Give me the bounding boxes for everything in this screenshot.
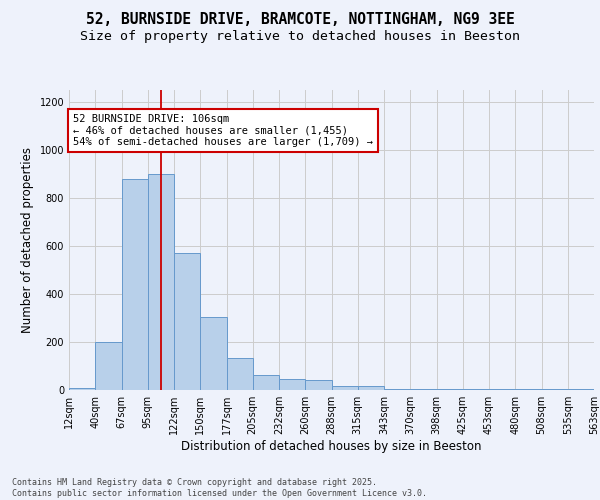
Bar xyxy=(148,174,174,390)
Text: 52 BURNSIDE DRIVE: 106sqm
← 46% of detached houses are smaller (1,455)
54% of se: 52 BURNSIDE DRIVE: 106sqm ← 46% of detac… xyxy=(73,114,373,147)
Bar xyxy=(227,358,253,390)
Bar xyxy=(437,389,463,390)
Bar xyxy=(121,179,148,390)
Bar xyxy=(358,386,384,390)
Y-axis label: Number of detached properties: Number of detached properties xyxy=(21,147,34,333)
Bar xyxy=(95,342,121,390)
Text: Contains HM Land Registry data © Crown copyright and database right 2025.
Contai: Contains HM Land Registry data © Crown c… xyxy=(12,478,427,498)
Text: 52, BURNSIDE DRIVE, BRAMCOTE, NOTTINGHAM, NG9 3EE: 52, BURNSIDE DRIVE, BRAMCOTE, NOTTINGHAM… xyxy=(86,12,514,28)
Bar xyxy=(253,375,279,390)
Bar xyxy=(200,317,227,390)
Bar xyxy=(384,389,410,390)
Bar xyxy=(279,378,305,390)
Bar xyxy=(331,386,358,390)
Bar xyxy=(410,389,437,390)
Bar xyxy=(69,388,95,390)
Bar xyxy=(489,389,515,390)
X-axis label: Distribution of detached houses by size in Beeston: Distribution of detached houses by size … xyxy=(181,440,482,453)
Bar xyxy=(305,380,331,390)
Bar xyxy=(463,389,489,390)
Text: Size of property relative to detached houses in Beeston: Size of property relative to detached ho… xyxy=(80,30,520,43)
Bar xyxy=(174,253,200,390)
Bar xyxy=(515,389,542,390)
Bar xyxy=(568,389,594,390)
Bar xyxy=(542,389,568,390)
